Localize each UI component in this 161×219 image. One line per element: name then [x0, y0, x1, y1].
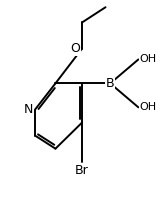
- Text: OH: OH: [140, 55, 157, 64]
- Text: OH: OH: [140, 102, 157, 112]
- Text: N: N: [24, 103, 33, 116]
- Text: B: B: [106, 77, 114, 90]
- Text: O: O: [70, 42, 80, 55]
- Text: Br: Br: [75, 164, 89, 177]
